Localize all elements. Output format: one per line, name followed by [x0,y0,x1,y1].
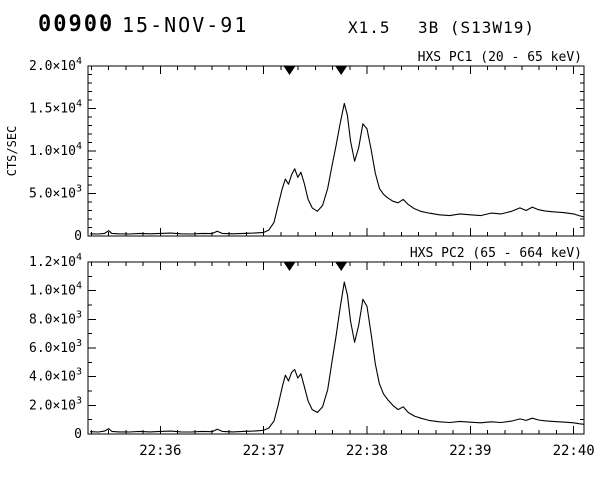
flare-marker-icon [283,66,296,75]
x-tick-label: 22:36 [139,443,181,459]
flare-marker-icon [283,262,296,271]
y-axis-ticks [88,275,584,421]
series-line-pc1 [90,102,585,235]
x-axis-labels: 22:36 22:37 22:38 22:39 22:40 [139,443,594,459]
y-tick-label: 1.2×104 [29,252,82,270]
x-tick-label: 22:39 [449,443,491,459]
y-tick-label: 2.0×103 [29,395,82,413]
x-tick-label: 22:37 [243,443,285,459]
axes-frame [87,65,585,237]
y-tick-label: 1.5×104 [29,99,82,117]
panel-2: 0 2.0×103 4.0×103 6.0×103 8.0×103 1.0×104 1.2×… [29,246,595,459]
y-axis-ticks [88,74,584,228]
flare-markers [283,66,348,75]
flare-markers [283,262,348,271]
y-tick-label: 0 [74,427,82,442]
x-tick-label: 22:38 [346,443,388,459]
flare-class-location: 3B (S13W19) [418,18,535,37]
x-axis-ticks [90,262,575,434]
panel-title: HXS PC2 (65 - 664 keV) [410,246,582,261]
y-axis-labels: 0 5.0×103 1.0×104 1.5×104 2.0×104 [29,56,82,244]
y-tick-label: 8.0×103 [29,309,82,327]
y-axis-title: CTS/SEC [5,126,19,177]
y-tick-label: 0 [74,229,82,244]
series-line-pc2 [90,281,585,433]
frame-number: 00900 [38,12,115,37]
observation-date: 15-NOV-91 [122,13,249,37]
y-tick-label: 6.0×103 [29,338,82,356]
panel-title: HXS PC1 (20 - 65 keV) [418,50,582,65]
flare-marker-icon [335,262,348,271]
y-tick-label: 5.0×103 [29,184,82,202]
y-tick-label: 4.0×103 [29,367,82,385]
goes-class: X1.5 [348,18,391,37]
panel-1: 0 5.0×103 1.0×104 1.5×104 2.0×104 HXS PC1 (20… [29,50,585,244]
y-tick-label: 2.0×104 [29,56,82,74]
axes-frame [87,261,585,435]
flare-marker-icon [335,66,348,75]
y-axis-labels: 0 2.0×103 4.0×103 6.0×103 8.0×103 1.0×104 1.2×… [29,252,82,442]
y-tick-label: 1.0×104 [29,141,82,159]
x-tick-label: 22:40 [553,443,595,459]
y-tick-label: 1.0×104 [29,281,82,299]
x-axis-ticks [90,66,575,236]
